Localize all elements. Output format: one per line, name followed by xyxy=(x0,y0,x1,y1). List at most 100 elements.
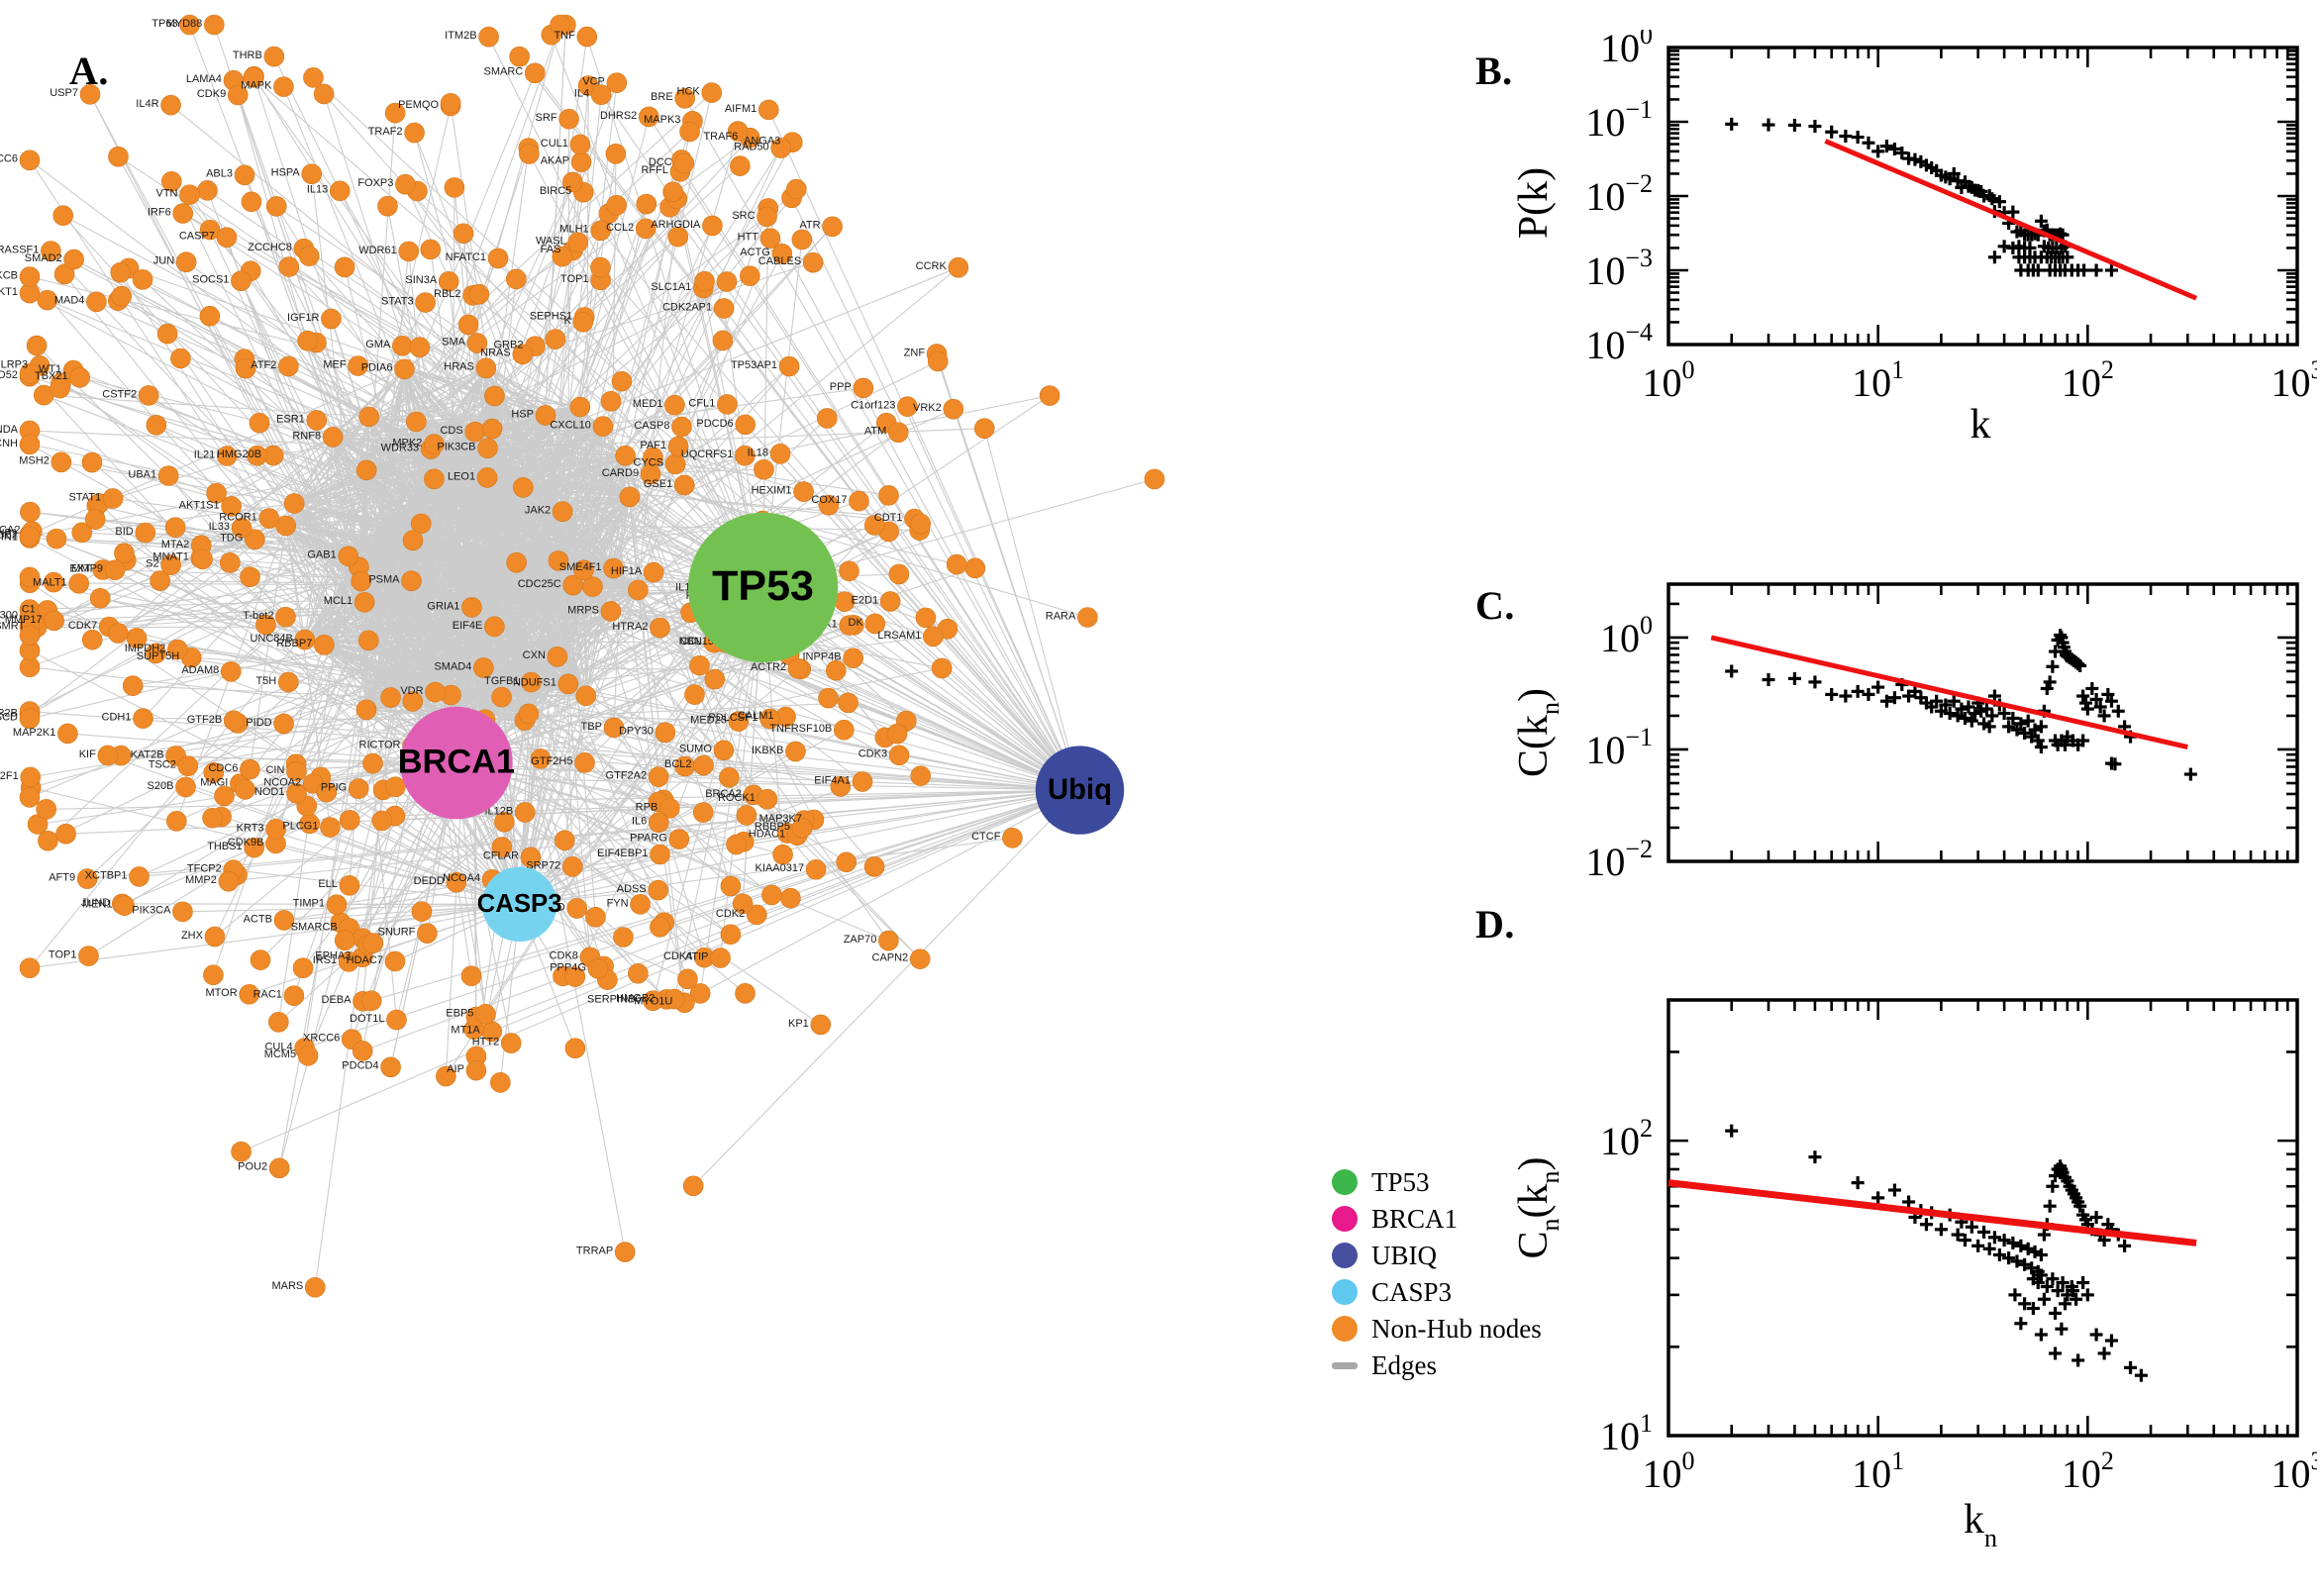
network-node[interactable] xyxy=(138,385,159,406)
network-node[interactable] xyxy=(614,1242,636,1262)
network-node[interactable] xyxy=(19,957,41,978)
network-node[interactable] xyxy=(864,613,886,635)
network-node[interactable] xyxy=(746,904,767,926)
network-node[interactable] xyxy=(203,964,224,986)
network-node[interactable] xyxy=(216,446,238,466)
network-node[interactable] xyxy=(600,601,622,622)
network-node[interactable] xyxy=(68,573,89,594)
network-node[interactable] xyxy=(354,591,375,613)
network-node[interactable] xyxy=(771,243,793,264)
network-node[interactable] xyxy=(216,227,238,248)
network-node[interactable] xyxy=(249,412,270,434)
network-node[interactable] xyxy=(19,150,41,171)
network-node[interactable] xyxy=(606,72,628,93)
network-node[interactable] xyxy=(240,758,260,780)
network-node[interactable] xyxy=(506,268,527,290)
network-node[interactable] xyxy=(44,610,64,632)
network-node[interactable] xyxy=(273,910,295,931)
network-node[interactable] xyxy=(19,434,41,455)
network-node[interactable] xyxy=(197,180,218,201)
network-node[interactable] xyxy=(133,708,153,729)
network-node[interactable] xyxy=(475,1004,496,1025)
network-node[interactable] xyxy=(36,798,57,820)
network-node[interactable] xyxy=(206,482,227,504)
network-node[interactable] xyxy=(757,206,777,228)
hub-node-brca1[interactable] xyxy=(400,706,513,820)
network-node[interactable] xyxy=(849,490,869,512)
network-node[interactable] xyxy=(19,526,41,548)
network-node[interactable] xyxy=(172,901,193,923)
network-node[interactable] xyxy=(231,517,252,539)
network-node[interactable] xyxy=(199,305,221,327)
network-node[interactable] xyxy=(301,163,323,184)
network-node[interactable] xyxy=(758,99,779,121)
network-node[interactable] xyxy=(732,893,754,915)
network-node[interactable] xyxy=(728,711,750,732)
network-node[interactable] xyxy=(179,14,200,36)
network-node[interactable] xyxy=(240,566,260,587)
network-node[interactable] xyxy=(561,856,583,877)
network-node[interactable] xyxy=(535,405,556,426)
network-node[interactable] xyxy=(778,355,800,377)
network-node[interactable] xyxy=(19,708,41,730)
network-node[interactable] xyxy=(735,414,756,436)
network-node[interactable] xyxy=(664,394,685,416)
network-node[interactable] xyxy=(258,508,280,529)
network-node[interactable] xyxy=(371,810,393,832)
network-node[interactable] xyxy=(204,926,226,948)
network-node[interactable] xyxy=(26,335,48,356)
network-node[interactable] xyxy=(720,875,742,897)
network-node[interactable] xyxy=(494,811,515,833)
network-node[interactable] xyxy=(704,668,726,690)
network-node[interactable] xyxy=(160,170,182,192)
network-node[interactable] xyxy=(420,239,442,260)
network-node[interactable] xyxy=(521,671,542,693)
network-node[interactable] xyxy=(355,699,377,721)
network-node[interactable] xyxy=(385,776,406,797)
network-node[interactable] xyxy=(231,270,252,291)
network-node[interactable] xyxy=(650,844,670,865)
network-node[interactable] xyxy=(352,1041,373,1061)
network-node[interactable] xyxy=(218,870,240,892)
network-node[interactable] xyxy=(20,766,42,788)
network-node[interactable] xyxy=(334,256,355,278)
network-node[interactable] xyxy=(157,465,179,486)
network-node[interactable] xyxy=(460,965,482,987)
network-node[interactable] xyxy=(650,917,670,938)
network-node[interactable] xyxy=(606,195,627,216)
network-node[interactable] xyxy=(440,92,461,114)
network-node[interactable] xyxy=(852,771,873,792)
network-node[interactable] xyxy=(545,329,566,349)
network-node[interactable] xyxy=(86,291,107,313)
network-node[interactable] xyxy=(843,648,863,668)
network-node[interactable] xyxy=(838,692,858,714)
network-node[interactable] xyxy=(275,606,296,628)
network-node[interactable] xyxy=(355,459,377,481)
network-node[interactable] xyxy=(89,587,111,609)
network-node[interactable] xyxy=(576,26,598,48)
network-node[interactable] xyxy=(380,1056,401,1078)
network-node[interactable] xyxy=(247,445,268,466)
network-node[interactable] xyxy=(41,241,61,261)
network-node[interactable] xyxy=(466,333,488,353)
network-node[interactable] xyxy=(667,226,689,248)
network-node[interactable] xyxy=(386,1009,407,1031)
network-node[interactable] xyxy=(402,691,424,712)
network-node[interactable] xyxy=(818,687,839,709)
network-node[interactable] xyxy=(19,787,41,808)
network-node[interactable] xyxy=(339,875,360,896)
network-node[interactable] xyxy=(166,810,187,832)
network-node[interactable] xyxy=(243,66,264,88)
network-node[interactable] xyxy=(1144,468,1165,490)
network-node[interactable] xyxy=(663,988,685,1010)
network-node[interactable] xyxy=(643,990,663,1011)
network-node[interactable] xyxy=(177,755,199,776)
network-node[interactable] xyxy=(491,837,513,857)
network-node[interactable] xyxy=(241,191,262,213)
network-node[interactable] xyxy=(547,647,568,667)
network-node[interactable] xyxy=(104,559,126,581)
network-node[interactable] xyxy=(500,1033,522,1053)
network-node[interactable] xyxy=(338,546,359,567)
network-node[interactable] xyxy=(424,468,445,490)
network-node[interactable] xyxy=(283,493,305,514)
